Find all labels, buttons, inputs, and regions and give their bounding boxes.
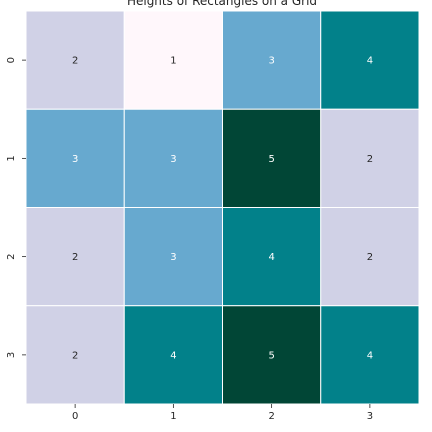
x-tick-label-2: 2 — [268, 411, 274, 422]
heatmap-cell-1-1 — [123, 108, 223, 208]
heatmap-cell-0-2 — [222, 10, 322, 110]
cell-value-label-2-3: 2 — [367, 252, 373, 263]
y-tick-label-0: 0 — [6, 57, 17, 63]
cell-value-label-3-3: 4 — [367, 350, 373, 361]
cell-value-label-2-1: 3 — [170, 252, 176, 263]
cell-value-label-0-1: 1 — [170, 56, 176, 67]
heatmap-cell-3-1 — [123, 305, 223, 405]
y-tick-label-2: 2 — [6, 253, 17, 259]
chart-title: Heights of Rectangles on a Grid — [127, 0, 317, 8]
cell-value-label-3-2: 5 — [268, 350, 274, 361]
cell-value-label-3-1: 4 — [170, 350, 176, 361]
x-tick-label-1: 1 — [170, 411, 176, 422]
heatmap-cell-3-0 — [25, 305, 125, 405]
cell-value-label-3-0: 2 — [72, 350, 78, 361]
x-axis: 0 1 2 3 — [72, 404, 373, 422]
cell-value-label-1-0: 3 — [72, 154, 78, 165]
y-tick-label-3: 3 — [6, 352, 17, 358]
heatmap-cell-0-1 — [123, 10, 223, 110]
heatmap-cell-1-0 — [25, 108, 125, 208]
heatmap-cell-2-3 — [320, 207, 420, 307]
x-tick-label-0: 0 — [72, 411, 78, 422]
heatmap-cells: 2 1 3 4 3 3 5 2 2 3 4 2 2 4 5 4 — [25, 10, 420, 405]
cell-value-label-1-2: 5 — [268, 154, 274, 165]
cell-value-label-0-0: 2 — [72, 56, 78, 67]
heatmap-cell-0-0 — [25, 10, 125, 110]
heatmap-cell-2-1 — [123, 207, 223, 307]
cell-value-label-1-3: 2 — [367, 154, 373, 165]
cell-value-label-2-0: 2 — [72, 252, 78, 263]
heatmap-cell-0-3 — [320, 10, 420, 110]
cell-value-label-0-2: 3 — [268, 56, 274, 67]
x-tick-label-3: 3 — [367, 411, 373, 422]
heatmap-cell-1-3 — [320, 108, 420, 208]
heatmap-cell-3-2 — [222, 305, 322, 405]
cell-value-label-2-2: 4 — [268, 252, 274, 263]
heatmap-cell-3-3 — [320, 305, 420, 405]
cell-value-label-0-3: 4 — [367, 56, 373, 67]
y-tick-label-1: 1 — [6, 155, 17, 161]
y-axis: 0 1 2 3 — [6, 57, 26, 358]
cell-value-label-1-1: 3 — [170, 154, 176, 165]
